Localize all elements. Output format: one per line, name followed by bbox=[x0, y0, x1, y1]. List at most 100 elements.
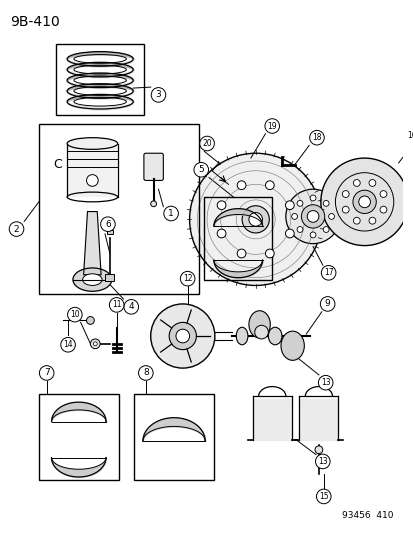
Bar bbox=[134, 394, 214, 480]
Ellipse shape bbox=[83, 274, 102, 286]
Circle shape bbox=[109, 297, 123, 312]
Circle shape bbox=[150, 201, 156, 207]
Circle shape bbox=[353, 217, 359, 224]
Circle shape bbox=[328, 214, 334, 220]
FancyBboxPatch shape bbox=[105, 274, 114, 281]
Text: 20: 20 bbox=[202, 139, 211, 148]
Circle shape bbox=[138, 366, 153, 380]
Bar bbox=[39, 124, 199, 294]
Circle shape bbox=[323, 227, 328, 232]
Text: 17: 17 bbox=[323, 268, 332, 277]
Circle shape bbox=[320, 297, 334, 311]
Text: 93456  410: 93456 410 bbox=[342, 511, 393, 520]
Circle shape bbox=[379, 206, 386, 213]
Ellipse shape bbox=[280, 331, 304, 360]
Circle shape bbox=[314, 446, 322, 454]
Text: 6: 6 bbox=[105, 220, 111, 229]
Circle shape bbox=[297, 200, 302, 206]
Circle shape bbox=[237, 249, 245, 258]
Text: 13: 13 bbox=[317, 457, 327, 466]
Polygon shape bbox=[83, 212, 101, 275]
Text: 7: 7 bbox=[44, 368, 50, 377]
Circle shape bbox=[164, 206, 178, 221]
Circle shape bbox=[217, 229, 225, 238]
Circle shape bbox=[217, 201, 225, 209]
Circle shape bbox=[316, 489, 330, 504]
Circle shape bbox=[352, 190, 375, 214]
Text: 8: 8 bbox=[142, 368, 148, 377]
Text: 9: 9 bbox=[324, 300, 330, 309]
Circle shape bbox=[123, 300, 138, 314]
Circle shape bbox=[169, 322, 196, 350]
Circle shape bbox=[265, 249, 273, 258]
Ellipse shape bbox=[248, 311, 270, 338]
Text: 19: 19 bbox=[267, 122, 276, 131]
Circle shape bbox=[309, 232, 315, 238]
Circle shape bbox=[151, 87, 165, 102]
Text: 15: 15 bbox=[318, 492, 328, 501]
Text: 13: 13 bbox=[320, 378, 330, 387]
Text: 10: 10 bbox=[70, 310, 79, 319]
Circle shape bbox=[86, 317, 94, 325]
Circle shape bbox=[285, 229, 294, 238]
Circle shape bbox=[254, 325, 268, 339]
Circle shape bbox=[180, 271, 195, 286]
Circle shape bbox=[285, 189, 339, 244]
Circle shape bbox=[309, 131, 323, 145]
Circle shape bbox=[248, 213, 262, 226]
Circle shape bbox=[150, 304, 214, 368]
Circle shape bbox=[318, 375, 332, 390]
Circle shape bbox=[67, 308, 82, 322]
Text: 9B-410: 9B-410 bbox=[9, 15, 59, 29]
Bar bbox=[56, 44, 144, 115]
Text: 11: 11 bbox=[112, 301, 121, 309]
Circle shape bbox=[379, 191, 386, 197]
Ellipse shape bbox=[67, 138, 117, 149]
Text: 18: 18 bbox=[311, 133, 321, 142]
Circle shape bbox=[315, 454, 329, 469]
Ellipse shape bbox=[236, 327, 247, 345]
FancyBboxPatch shape bbox=[68, 144, 116, 197]
FancyBboxPatch shape bbox=[144, 153, 163, 181]
Circle shape bbox=[320, 158, 407, 246]
Circle shape bbox=[194, 163, 208, 177]
Circle shape bbox=[306, 211, 318, 222]
Text: 2: 2 bbox=[14, 224, 19, 233]
Text: 5: 5 bbox=[198, 165, 204, 174]
Circle shape bbox=[342, 206, 348, 213]
Circle shape bbox=[9, 222, 24, 236]
Text: 3: 3 bbox=[155, 91, 161, 99]
Text: 4: 4 bbox=[128, 302, 134, 311]
Circle shape bbox=[291, 214, 297, 220]
Ellipse shape bbox=[73, 268, 112, 292]
FancyBboxPatch shape bbox=[107, 230, 113, 234]
Circle shape bbox=[264, 119, 279, 133]
Text: 16: 16 bbox=[406, 131, 413, 140]
Circle shape bbox=[285, 201, 294, 209]
Circle shape bbox=[342, 191, 348, 197]
Circle shape bbox=[323, 200, 328, 206]
Text: 1: 1 bbox=[168, 209, 173, 218]
Circle shape bbox=[353, 180, 359, 187]
Text: C: C bbox=[53, 158, 62, 172]
Circle shape bbox=[301, 205, 324, 228]
Circle shape bbox=[61, 337, 75, 352]
Circle shape bbox=[39, 366, 54, 380]
Text: 14: 14 bbox=[63, 340, 73, 349]
Bar bbox=[39, 394, 119, 480]
Circle shape bbox=[100, 217, 115, 231]
Circle shape bbox=[199, 136, 214, 151]
Circle shape bbox=[404, 128, 413, 143]
Circle shape bbox=[93, 342, 97, 346]
Circle shape bbox=[368, 217, 375, 224]
Circle shape bbox=[368, 180, 375, 187]
Circle shape bbox=[176, 329, 189, 343]
Circle shape bbox=[242, 206, 269, 233]
Circle shape bbox=[90, 339, 100, 349]
Circle shape bbox=[86, 175, 98, 187]
Circle shape bbox=[297, 227, 302, 232]
Circle shape bbox=[309, 195, 315, 201]
Circle shape bbox=[237, 181, 245, 190]
Bar bbox=[204, 197, 272, 280]
Circle shape bbox=[265, 181, 273, 190]
